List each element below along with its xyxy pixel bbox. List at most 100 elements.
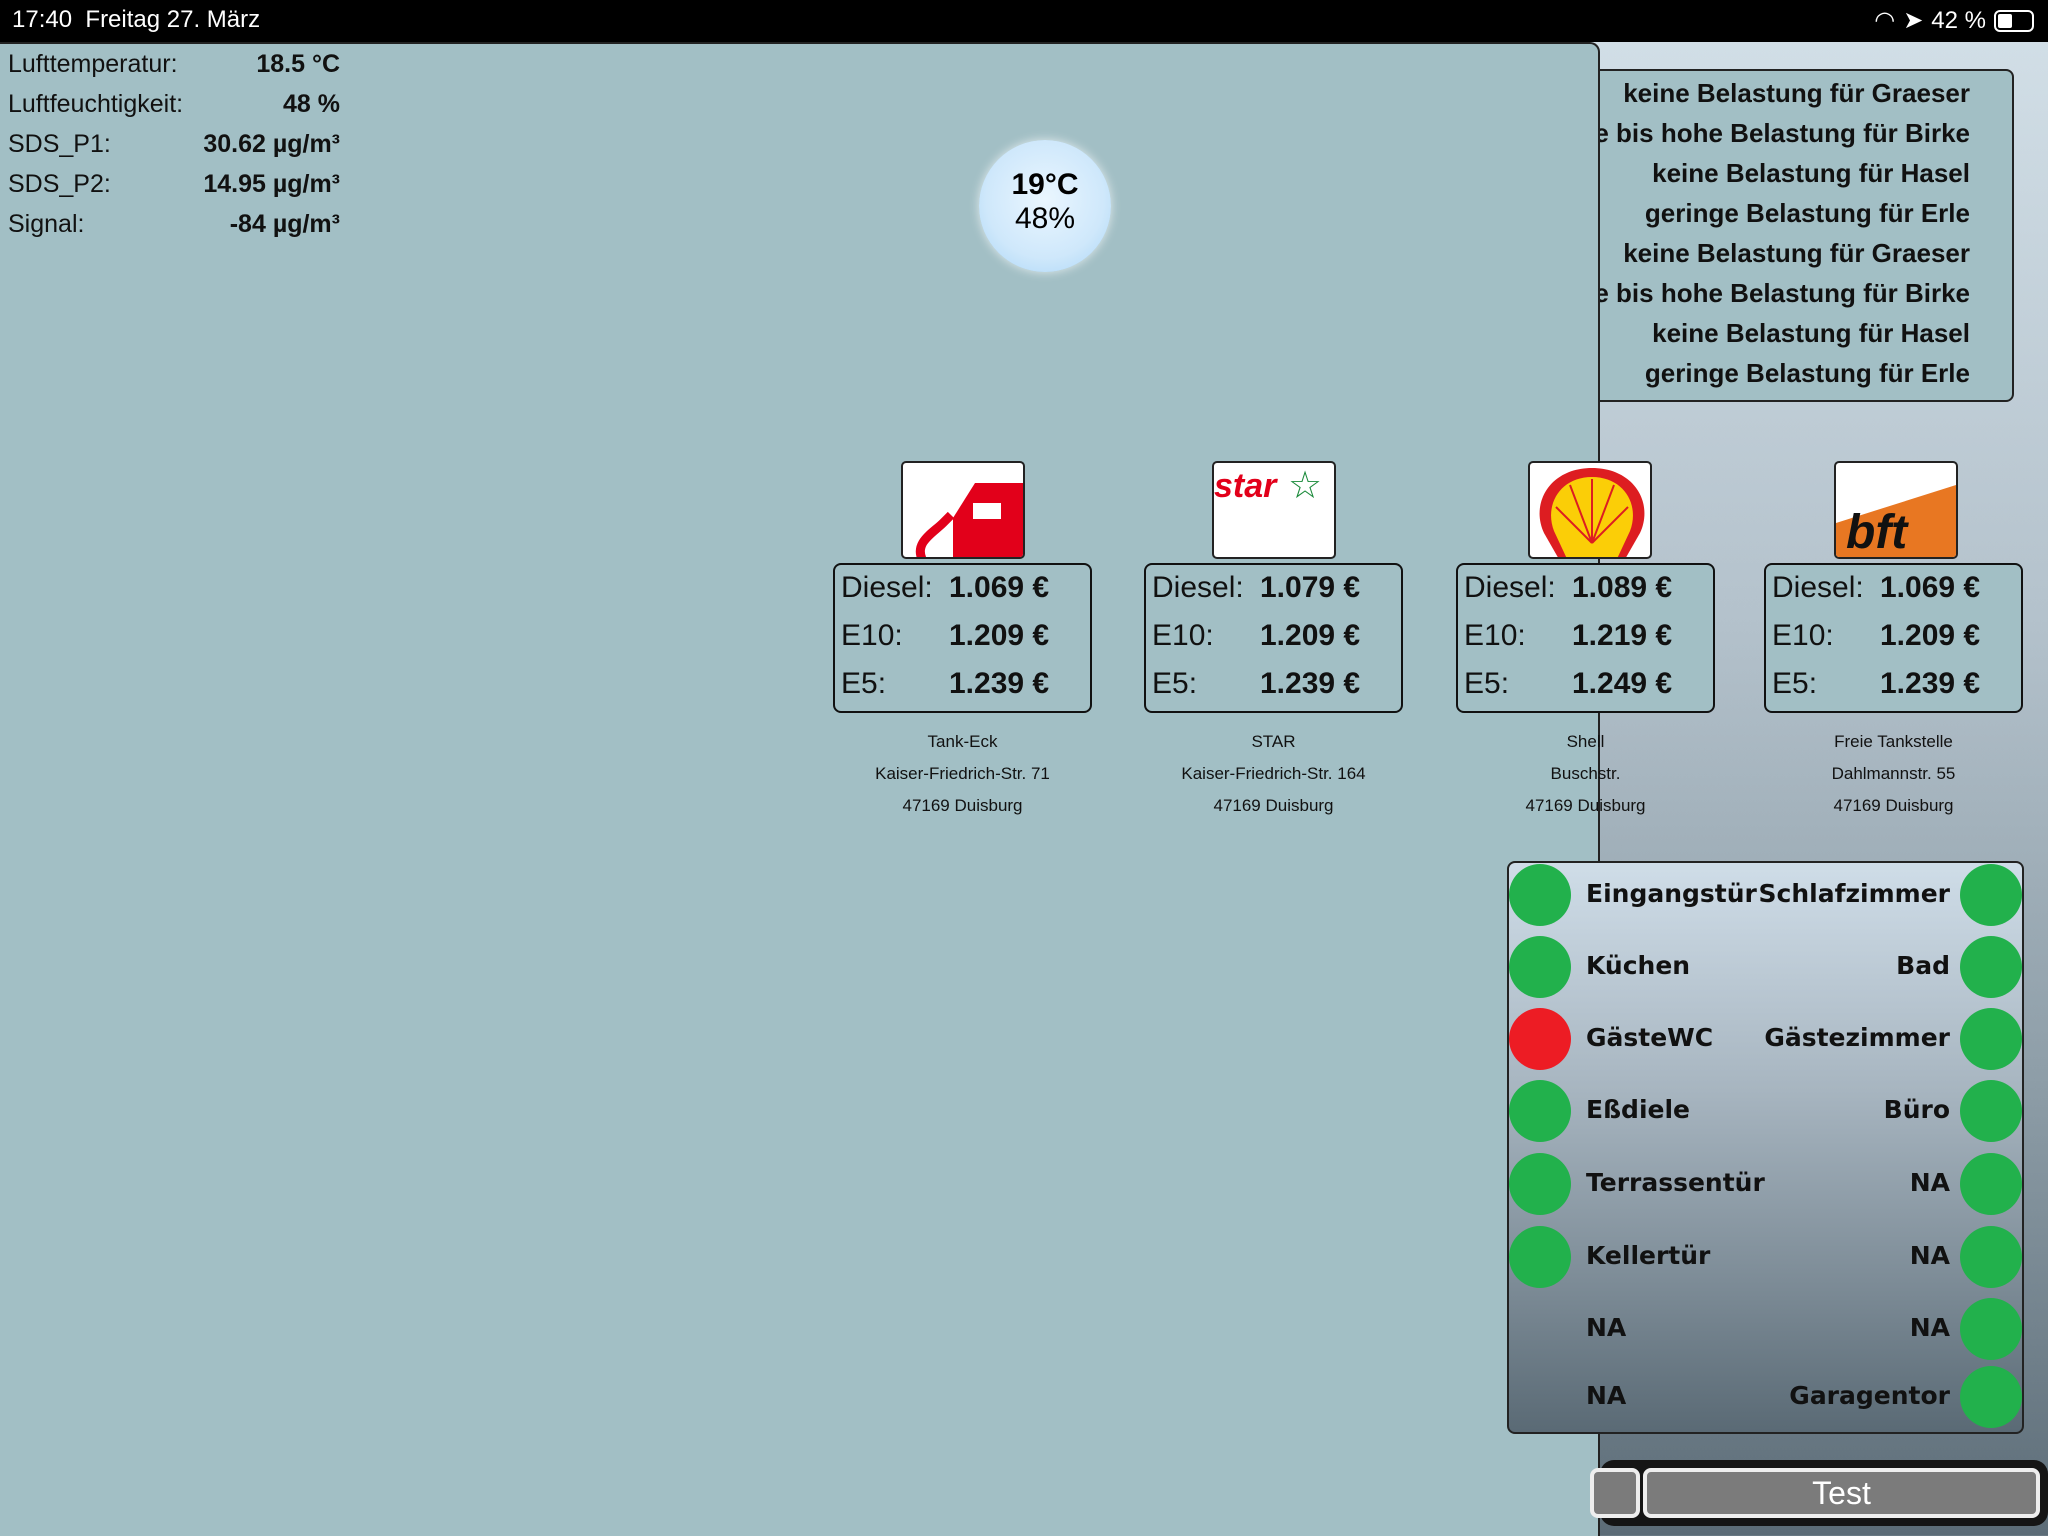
pollen-item: mittlere bis hohe Belastung für Birke (1560, 118, 1970, 148)
station-city: 47169 Duisburg (902, 796, 1023, 815)
door-label: Eßdiele (1586, 1095, 1691, 1124)
e5-price: 1.239 € (949, 667, 1050, 700)
door-status-indicator-closed (1960, 1298, 2022, 1360)
station-street: Kaiser-Friedrich-Str. 164 (1181, 764, 1366, 783)
star-icon: ☆ (1288, 465, 1323, 507)
door-label: NA (1909, 1313, 1950, 1342)
tank-eck-logo (901, 461, 1025, 559)
diesel-price: 1.069 € (1880, 571, 1981, 604)
star-logo-text: star (1214, 467, 1277, 505)
e5-label: E5: (1464, 667, 1510, 700)
sensor-humidity: Luftfeuchtigkeit: 48 % (8, 90, 340, 119)
station-name: Shell (1566, 732, 1605, 751)
door-status-indicator-unknown (1509, 1298, 1571, 1360)
diesel-label: Diesel: (1152, 571, 1244, 604)
pollen-item: keine Belastung für Hasel (1652, 158, 1970, 188)
diesel-price: 1.069 € (949, 571, 1050, 604)
e10-label: E10: (1772, 619, 1834, 652)
door-status-indicator-closed (1509, 1226, 1571, 1288)
price-box: Diesel: 1.069 € E10: 1.209 € E5: 1.239 € (1764, 563, 2023, 713)
e5-label: E5: (1772, 667, 1818, 700)
station-street: Kaiser-Friedrich-Str. 71 (875, 764, 1050, 783)
door-status-panel: Eingangstür Küchen GästeWC Eßdiele Terrassen… (1507, 861, 2024, 1434)
station-city: 47169 Duisburg (1213, 796, 1334, 815)
door-status-indicator-closed (1509, 1153, 1571, 1215)
e10-price: 1.219 € (1572, 619, 1673, 652)
e10-label: E10: (1464, 619, 1526, 652)
shell-logo (1528, 461, 1652, 559)
door-status-indicator-closed (1960, 1226, 2022, 1288)
sensor-sds-p2: SDS_P2: 14.95 µg/m³ (8, 170, 340, 199)
sensor-value: 30.62 µg/m³ (203, 130, 340, 158)
diesel-label: Diesel: (841, 571, 933, 604)
station-address: STAR Kaiser-Friedrich-Str. 164 47169 Duisb… (1104, 726, 1443, 822)
price-box: Diesel: 1.089 € E10: 1.219 € E5: 1.249 € (1456, 563, 1715, 713)
wifi-icon: ◠ (1874, 7, 1896, 34)
price-box: Diesel: 1.069 € E10: 1.209 € E5: 1.239 € (833, 563, 1092, 713)
pollen-item: geringe Belastung für Erle (1644, 198, 1970, 228)
door-label: Terrassentür (1586, 1168, 1765, 1197)
door-label: Küchen (1586, 951, 1691, 980)
door-label: NA (1586, 1381, 1627, 1410)
e5-price: 1.239 € (1880, 667, 1981, 700)
e10-price: 1.209 € (1260, 619, 1361, 652)
door-label: GästeWC (1586, 1023, 1714, 1052)
e5-label: E5: (841, 667, 887, 700)
pollen-item: keine Belastung für Graeser (1623, 238, 1970, 268)
door-label: Büro (1883, 1095, 1950, 1124)
star-logo: star ☆ (1212, 461, 1336, 559)
door-status-indicator-closed (1960, 864, 2022, 926)
sensor-value: 48 % (283, 90, 340, 118)
e10-price: 1.209 € (1880, 619, 1981, 652)
battery-percent: 42 % (1931, 6, 1986, 34)
sensor-label: Lufttemperatur: (8, 50, 178, 78)
pollen-item: mittlere bis hohe Belastung für Birke (1560, 278, 1970, 308)
door-label: Gästezimmer (1764, 1023, 1950, 1052)
door-status-indicator-closed (1509, 864, 1571, 926)
diesel-label: Diesel: (1772, 571, 1864, 604)
diesel-price: 1.079 € (1260, 571, 1361, 604)
sensor-label: Luftfeuchtigkeit: (8, 90, 184, 118)
door-label: Bad (1896, 951, 1950, 980)
pollen-forecast-panel: keine Belastung für Graeser mittlere bis… (1560, 69, 2014, 402)
climate-bubble: 19°C 48% (979, 140, 1111, 272)
door-status-indicator-closed (1509, 936, 1571, 998)
door-label: NA (1586, 1313, 1627, 1342)
door-label: Schlafzimmer (1758, 879, 1950, 908)
door-label: Garagentor (1789, 1381, 1950, 1410)
pollen-item: keine Belastung für Graeser (1623, 78, 1970, 108)
diesel-label: Diesel: (1464, 571, 1556, 604)
e10-price: 1.209 € (949, 619, 1050, 652)
station-address: Freie Tankstelle Dahlmannstr. 55 47169 Dui… (1724, 726, 2048, 822)
e10-label: E10: (841, 619, 903, 652)
date: Freitag 27. März (85, 6, 261, 33)
status-bar: 17:40 Freitag 27. März ◠ ➤ 42 % (0, 0, 2048, 42)
station-city: 47169 Duisburg (1525, 796, 1646, 815)
sensor-value: 18.5 °C (256, 50, 340, 78)
sensor-value: -84 µg/m³ (229, 210, 340, 238)
sensor-label: Signal: (8, 210, 85, 238)
door-label: Kellertür (1586, 1241, 1711, 1270)
sensor-signal: Signal: -84 µg/m³ (8, 210, 340, 239)
door-status-indicator-closed (1960, 1366, 2022, 1428)
station-name: Tank-Eck (927, 732, 998, 751)
pollen-item: keine Belastung für Hasel (1652, 318, 1970, 348)
sensor-value: 14.95 µg/m³ (203, 170, 340, 198)
door-status-indicator-closed (1509, 1080, 1571, 1142)
hidden-button[interactable] (1590, 1468, 1640, 1518)
test-button[interactable]: Test (1643, 1468, 2040, 1518)
door-label: Eingangstür (1586, 879, 1757, 908)
main-panel: Lufttemperatur: 18.5 °C Luftfeuchtigkeit:… (0, 42, 1600, 1536)
status-time-date: 17:40 Freitag 27. März (12, 6, 260, 34)
station-address: Tank-Eck Kaiser-Friedrich-Str. 71 47169 Du… (793, 726, 1132, 822)
bubble-humidity: 48% (1014, 202, 1076, 235)
bottom-button-bar: Test (1590, 1460, 2048, 1526)
sensor-label: SDS_P2: (8, 170, 111, 198)
location-arrow-icon: ➤ (1903, 7, 1924, 34)
station-name: STAR (1251, 732, 1296, 751)
station-address: Shell Buschstr. 47169 Duisburg (1416, 726, 1755, 822)
door-status-indicator-unknown (1509, 1366, 1571, 1428)
bft-logo: bft (1834, 461, 1958, 559)
diesel-price: 1.089 € (1572, 571, 1673, 604)
door-status-indicator-closed (1960, 936, 2022, 998)
